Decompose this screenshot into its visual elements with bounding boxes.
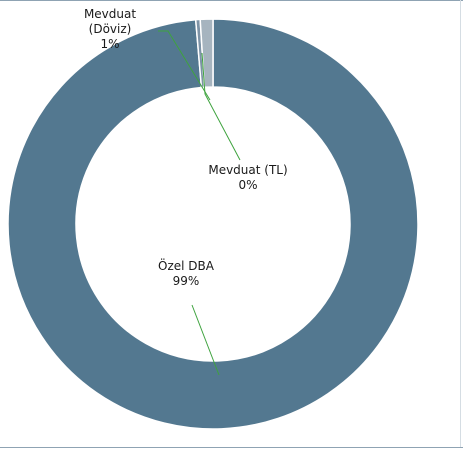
leader-lines [158,30,241,376]
top-border [0,0,463,1]
leader-line-mevduat-tl [201,52,241,161]
bottom-border [0,447,463,448]
data-labels: Özel DBA 99% Mevduat (TL) 0% Mevduat (Döviz) 1… [84,7,288,288]
leader-line-mevduat-doviz [158,30,211,101]
slice-ozel-dba [7,18,419,430]
data-label-mevduat-doviz: Mevduat (Döviz) 1% [84,7,136,51]
data-label-mevduat-tl: Mevduat (TL) 0% [208,163,287,192]
donut-slices [7,18,419,430]
data-label-ozel-dba: Özel DBA 99% [158,257,215,288]
right-border [460,0,461,448]
leader-line-ozel-dba [191,304,220,376]
